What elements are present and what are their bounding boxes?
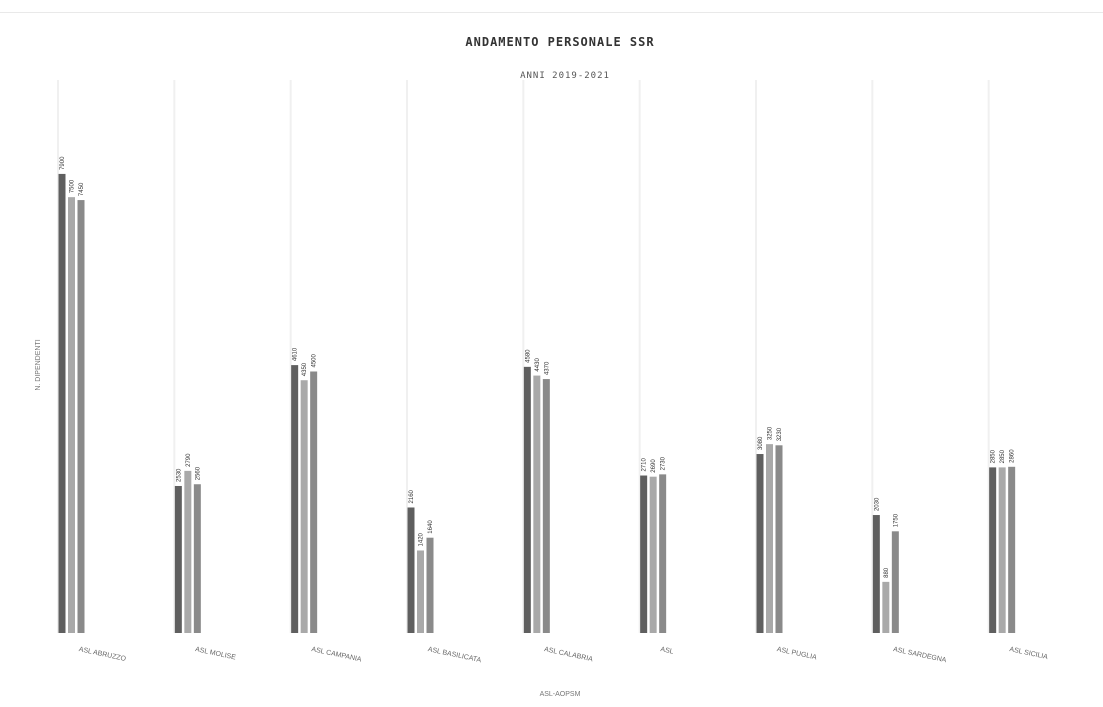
data-label: 3080 (758, 436, 764, 450)
category-label: ASL CAMPANIA (311, 646, 363, 664)
data-label: 4430 (535, 358, 541, 372)
bar (426, 537, 434, 633)
category-label: ASL PUGLIA (776, 646, 817, 661)
data-label: 1420 (419, 532, 425, 546)
x-axis-label: ASL-AOPSM (540, 691, 581, 698)
bar (310, 371, 318, 633)
chart-subtitle: ANNI 2019-2021 (520, 71, 610, 81)
bar (58, 173, 66, 633)
bar (649, 476, 657, 633)
bar (640, 475, 648, 633)
bar (533, 375, 541, 633)
grid-lines (57, 80, 990, 633)
data-label: 7450 (79, 182, 85, 196)
bar (174, 485, 182, 633)
bar (1008, 466, 1016, 633)
bar (407, 507, 415, 633)
category-label: ASL CALABRIA (543, 646, 593, 663)
bar (659, 474, 667, 633)
data-label: 2530 (176, 468, 182, 482)
bar (417, 550, 424, 633)
category-labels: ASL ABRUZZO ASL MOLISE ASL CAMPANIA ASL BAS… (78, 646, 1049, 664)
bar (542, 379, 550, 633)
data-label: 4350 (302, 362, 308, 376)
y-axis-label: N. DIPENDENTI (35, 339, 42, 390)
data-label: 2030 (874, 497, 880, 511)
bar (193, 484, 201, 633)
bar (872, 515, 880, 633)
data-label: 2860 (1010, 449, 1016, 463)
chart-title: ANDAMENTO PERSONALE SSR (465, 35, 654, 49)
bar (989, 467, 997, 633)
bar (291, 365, 299, 633)
category-label: ASL ABRUZZO (78, 646, 127, 663)
data-label: 1750 (893, 513, 899, 527)
bar (882, 581, 890, 633)
bar (77, 200, 85, 634)
category-label: ASL (660, 646, 675, 656)
data-label: 1640 (428, 520, 434, 534)
data-label: 2790 (186, 453, 192, 467)
category-label: ASL SICILIA (1009, 646, 1049, 661)
category-label: ASL BASILICATA (427, 646, 482, 664)
data-label: 2850 (991, 449, 997, 463)
bar (756, 454, 764, 633)
data-label: 4580 (525, 349, 531, 363)
bar (523, 366, 531, 633)
bar (766, 444, 773, 633)
data-label: 4610 (293, 347, 299, 361)
data-label: 2850 (1000, 449, 1006, 463)
data-label: 880 (884, 567, 890, 578)
bar (775, 445, 783, 633)
data-label: 4500 (312, 353, 318, 367)
data-label: 4370 (544, 361, 550, 375)
bar (300, 380, 308, 633)
bars (58, 173, 1016, 634)
data-label: 2690 (651, 459, 657, 473)
data-label: 2710 (642, 458, 648, 472)
bar (891, 531, 899, 633)
data-label: 7500 (70, 179, 76, 193)
data-label: 3250 (768, 426, 774, 440)
top-divider (0, 12, 1103, 13)
bar (998, 467, 1006, 633)
category-label: ASL MOLISE (194, 646, 236, 662)
data-label: 2560 (195, 466, 201, 480)
bar (184, 470, 192, 633)
data-label: 3230 (777, 427, 783, 441)
category-label: ASL SARDEGNA (892, 646, 947, 664)
data-label: 7900 (60, 156, 66, 170)
data-label: 2160 (409, 489, 415, 503)
data-label: 2730 (661, 456, 667, 470)
bar (68, 197, 75, 633)
